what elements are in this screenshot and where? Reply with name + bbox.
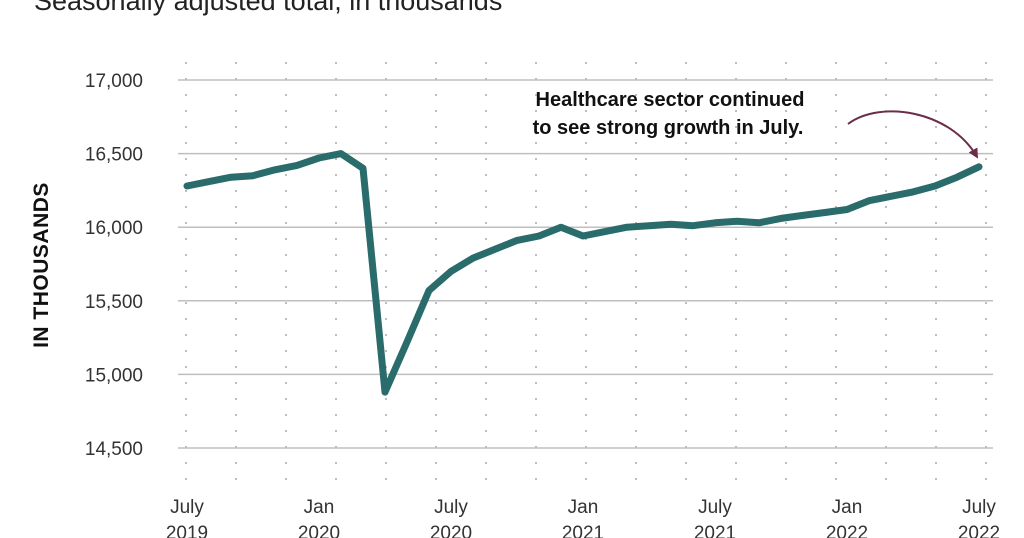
y-axis-label: IN THOUSANDS (30, 182, 53, 348)
series-line (183, 150, 983, 396)
chart-subtitle: Seasonally adjusted total, in thousands (34, 0, 503, 16)
y-tick-label: 14,500 (85, 439, 143, 460)
y-tick-label: 17,000 (85, 71, 143, 92)
annotation: Healthcare sector continued to see stron… (533, 89, 979, 159)
horizontal-grid (178, 79, 993, 449)
x-tick-label: July 2022 (958, 497, 1000, 538)
x-tick-label: July 2019 (166, 497, 208, 538)
x-tick-label: Jan 2020 (298, 497, 340, 538)
y-axis-ticks: 14,500 15,000 15,500 16,000 16,500 17,000 (85, 71, 143, 460)
x-tick-label: Jan 2021 (562, 497, 604, 538)
y-tick-label: 16,000 (85, 218, 143, 239)
x-tick-label: July 2021 (694, 497, 736, 538)
annotation-line-2: to see strong growth in July. (533, 117, 804, 139)
x-tick-label: July 2020 (430, 497, 472, 538)
x-tick-label: Jan 2022 (826, 497, 868, 538)
y-tick-label: 15,500 (85, 292, 143, 313)
x-axis-ticks: July 2019 Jan 2020 July 2020 Jan 2021 July 2021 Ja… (166, 497, 1000, 538)
annotation-arrow (847, 110, 979, 159)
y-tick-label: 15,000 (85, 365, 143, 386)
annotation-line-1: Healthcare sector continued (536, 89, 805, 111)
y-tick-label: 16,500 (85, 145, 143, 166)
series-points (184, 151, 982, 396)
